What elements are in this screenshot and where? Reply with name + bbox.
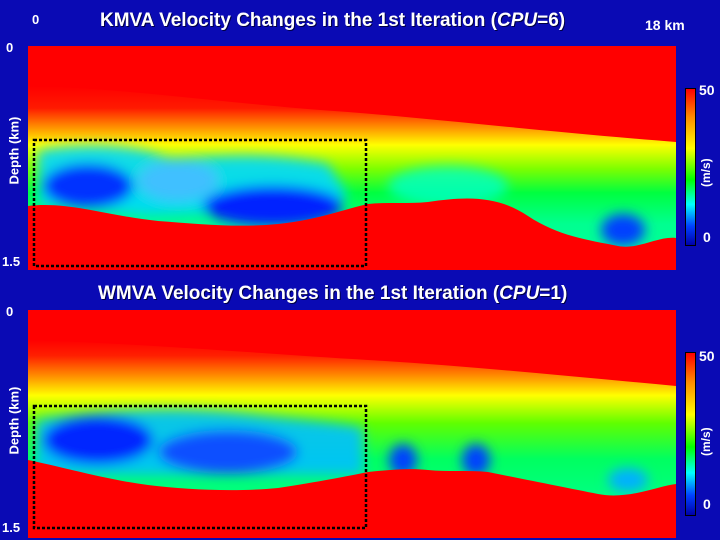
top-velocity-image [28, 46, 676, 270]
top-title-cpu: CPU [496, 10, 538, 31]
bottom-y-top-label: 0 [6, 304, 14, 319]
bottom-title-suffix: =1) [539, 283, 568, 304]
top-title-prefix: KMVA Velocity Changes in the 1st Iterati… [100, 10, 497, 31]
top-colorbar-min: 0 [703, 229, 711, 245]
bottom-velocity-panel [28, 310, 676, 538]
bottom-title-prefix: WMVA Velocity Changes in the 1st Iterati… [98, 283, 500, 304]
bottom-highlight-box [32, 404, 368, 530]
bottom-panel-title: WMVA Velocity Changes in the 1st Iterati… [98, 283, 567, 305]
top-panel-title: KMVA Velocity Changes in the 1st Iterati… [100, 10, 565, 32]
bottom-title-cpu: CPU [499, 283, 540, 304]
top-colorbar-max: 50 [699, 82, 715, 98]
bottom-colorbar [685, 352, 696, 516]
top-colorbar [685, 88, 696, 246]
bottom-y-axis-label: Depth (km) [6, 386, 22, 455]
top-y-axis-label: Depth (km) [6, 116, 22, 185]
top-velocity-panel [28, 46, 676, 270]
top-title-suffix: =6) [537, 10, 566, 31]
bottom-colorbar-max: 50 [699, 348, 715, 364]
bottom-velocity-image [28, 310, 676, 538]
top-colorbar-unit: (m/s) [699, 158, 713, 187]
top-y-top-label: 0 [6, 40, 14, 55]
bottom-y-bottom-label: 1.5 [2, 520, 21, 535]
bottom-colorbar-unit: (m/s) [699, 427, 713, 456]
top-x-start-label: 0 [32, 12, 40, 27]
top-y-bottom-label: 1.5 [2, 254, 21, 269]
top-x-end-label: 18 km [645, 17, 685, 33]
bottom-colorbar-min: 0 [703, 496, 711, 512]
top-highlight-box [32, 138, 368, 268]
